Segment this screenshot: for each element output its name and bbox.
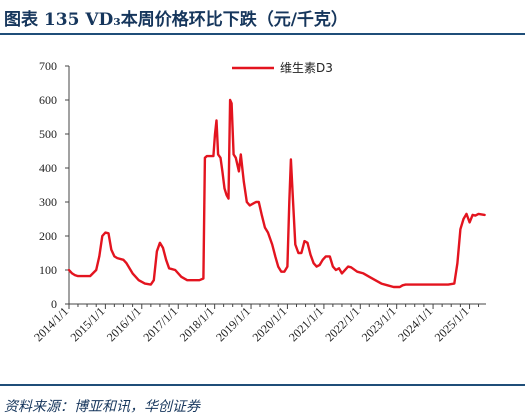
y-axis-ticks: 0 100 200 300 400 500 600 700 [39, 59, 69, 311]
axes [68, 66, 486, 305]
y-tick-label: 600 [39, 93, 57, 107]
series-line-vd3 [67, 98, 486, 289]
x-tick-label: 2022/1/1 [322, 304, 362, 344]
x-tick-label: 2016/1/1 [104, 304, 144, 344]
x-tick-label: 2021/1/1 [286, 304, 326, 344]
footer-rule [0, 384, 525, 386]
source-note: 资料来源：博亚和讯，华创证券 [4, 399, 200, 415]
series-group [67, 98, 486, 289]
x-tick-label: 2015/1/1 [67, 304, 107, 344]
y-tick-label: 400 [39, 161, 57, 175]
x-tick-label: 2019/1/1 [213, 304, 253, 344]
header-rule [0, 33, 525, 35]
legend: 维生素D3 [232, 61, 333, 75]
y-tick-label: 300 [39, 195, 57, 209]
x-tick-label: 2025/1/1 [432, 304, 472, 344]
y-tick-label: 500 [39, 127, 57, 141]
y-tick-label: 0 [51, 297, 57, 311]
x-tick-label: 2024/1/1 [395, 304, 435, 344]
x-axis-ticks: 2014/1/12015/1/12016/1/12017/1/12018/1/1… [31, 304, 480, 344]
legend-label: 维生素D3 [280, 61, 333, 75]
y-tick-label: 700 [39, 59, 57, 73]
y-tick-label: 100 [39, 263, 57, 277]
x-tick-label: 2018/1/1 [177, 304, 217, 344]
chart-area: 0 100 200 300 400 500 600 700 2014/1/12015/1/12… [31, 59, 486, 344]
x-tick-label: 2017/1/1 [140, 304, 180, 344]
y-tick-label: 200 [39, 229, 57, 243]
x-tick-label: 2020/1/1 [249, 304, 289, 344]
x-tick-label: 2023/1/1 [359, 304, 399, 344]
chart-title: 图表 135 VD₃本周价格环比下跌（元/千克） [4, 10, 348, 30]
